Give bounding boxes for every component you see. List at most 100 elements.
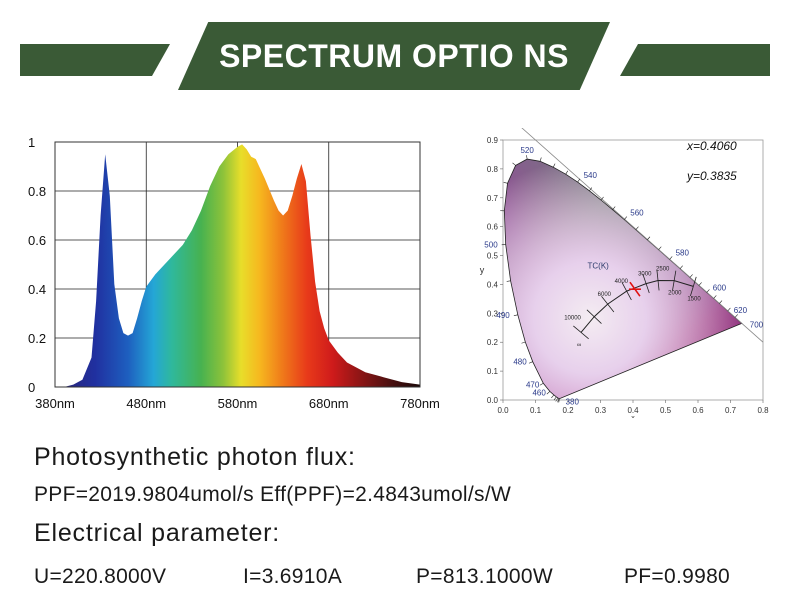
cie-y-tick-label: 0.5	[487, 252, 499, 261]
isotemperature-line	[690, 276, 697, 297]
cie-y-tick-label: 0.0	[487, 396, 499, 405]
cie-y-axis-label: y	[480, 265, 485, 275]
cie-y-tick-label: 0.2	[487, 338, 499, 347]
wavelength-label: 480	[513, 358, 527, 367]
cie-x-tick-label: 0.1	[530, 406, 542, 415]
wavelength-label: 520	[520, 146, 534, 155]
cie-x-tick-label: 0.2	[562, 406, 574, 415]
isotemperature-line	[642, 273, 650, 294]
locus-tick	[553, 163, 556, 168]
y-tick-label: 0.4	[28, 282, 46, 297]
power-factor-value: PF=0.9980	[624, 565, 731, 588]
wavelength-label: 580	[676, 248, 690, 257]
locus-tick	[521, 341, 526, 344]
locus-tick	[558, 398, 560, 403]
locus-tick	[546, 391, 551, 395]
y-tick-label: 1	[28, 135, 35, 150]
locus-tick	[713, 295, 717, 299]
cie-y-tick-label: 0.7	[487, 194, 499, 203]
x-tick-label: 780nm	[400, 396, 440, 411]
photon-flux-heading: Photosynthetic photon flux:	[34, 443, 356, 471]
locus-tick	[624, 216, 628, 220]
wavelength-label: 560	[630, 209, 644, 218]
cie-y-tick-label: 0.6	[487, 223, 499, 232]
cct-label: 1500	[687, 296, 701, 302]
locus-tick	[565, 170, 569, 175]
x-tick-label: 480nm	[126, 396, 166, 411]
locus-tick	[698, 282, 702, 286]
cie-chromaticity-chart: 0.0 0.1 0.2 0.3 0.4 0.5 0.6 0.7 0.8 0.9 0.8 0.7 0.6 0…	[480, 128, 769, 418]
locus-tick	[513, 314, 518, 317]
cct-axis-label: TC(K)	[588, 262, 610, 271]
locus-tick	[526, 155, 528, 160]
cct-label: 10000	[564, 316, 581, 322]
ppf-values: PPF=2019.9804umol/s Eff(PPF)=2.4843umol/…	[34, 483, 512, 506]
y-tick-label: 0.6	[28, 233, 46, 248]
title-banner: SPECTRUM OPTIO NS	[178, 22, 610, 90]
locus-tick	[589, 187, 593, 191]
x-tick-label: 580nm	[218, 396, 258, 411]
spectrum-chart: 380nm 480nm 580nm 680nm 780nm 1 0.8 0.6 0.4 0.2 0	[28, 135, 440, 411]
banner-right-stripe	[620, 44, 770, 76]
power-value: P=813.1000W	[416, 565, 553, 588]
isotemperature-line	[672, 270, 677, 291]
cie-x-tick-label: 0.4	[627, 406, 639, 415]
isotemperature-line	[573, 325, 589, 340]
wavelength-label: 460	[532, 388, 546, 397]
diagonal-line	[521, 128, 764, 343]
cie-y-tick-label: 0.3	[487, 309, 499, 318]
banner-left-stripe	[20, 44, 170, 76]
cie-x-tick-label: 0.6	[692, 406, 704, 415]
cie-x-tick-label: 0.5	[660, 406, 672, 415]
planckian-locus	[580, 279, 694, 333]
locus-tick	[719, 300, 723, 304]
y-tick-label: 0.2	[28, 331, 46, 346]
locus-tick	[658, 246, 662, 250]
locus-tick	[635, 226, 639, 230]
locus-tick	[553, 396, 557, 401]
voltage-value: U=220.8000V	[34, 565, 167, 588]
x-tick-label: 380nm	[35, 396, 75, 411]
page-title: SPECTRUM OPTIO NS	[219, 37, 569, 74]
cct-label: 2500	[656, 266, 670, 272]
x-coordinate-readout: x=0.4060	[686, 139, 737, 153]
cie-y-tick-label: 0.1	[487, 367, 499, 376]
plot-frame	[54, 141, 421, 388]
y-tick-label: 0.8	[28, 184, 46, 199]
cie-x-tick-label: 0.0	[497, 406, 509, 415]
cie-x-tick-label: 0.3	[595, 406, 607, 415]
cie-x-axis-label: x	[631, 415, 635, 418]
isotemperature-line	[601, 296, 615, 313]
cct-label: ∞	[577, 342, 581, 348]
locus-tick	[539, 157, 542, 162]
locus-tick	[612, 206, 616, 210]
isotemperature-line	[621, 282, 632, 301]
locus-tick	[577, 178, 581, 183]
wavelength-label: 500	[484, 240, 498, 249]
cie-y-tick-label: 0.9	[487, 136, 499, 145]
cct-label: 2000	[668, 291, 682, 297]
locus-tick	[506, 280, 511, 282]
y-tick-label: 0	[28, 380, 35, 395]
locus-tick	[669, 256, 673, 260]
wavelength-label: 470	[526, 380, 540, 389]
locus-tick	[557, 398, 560, 403]
locus-tick	[679, 265, 683, 269]
isotemperature-line	[656, 270, 660, 291]
y-coordinate-readout: y=0.3835	[686, 169, 737, 183]
locus-tick	[555, 397, 559, 402]
isotemperature-line	[586, 309, 602, 324]
locus-tick	[528, 361, 533, 364]
wavelength-label: 620	[734, 306, 748, 315]
wavelength-label: 600	[713, 283, 727, 292]
x-tick-label: 680nm	[309, 396, 349, 411]
electrical-parameter-heading: Electrical parameter:	[34, 519, 281, 547]
cie-y-tick-label: 0.4	[487, 280, 499, 289]
cie-y-tick-label: 0.8	[487, 165, 499, 174]
wavelength-label: 380	[566, 398, 580, 407]
locus-tick	[551, 394, 555, 399]
locus-tick	[706, 289, 710, 293]
spectrum-area	[55, 144, 420, 387]
cie-x-tick-label: 0.8	[757, 406, 769, 415]
locus-tick	[600, 196, 604, 201]
